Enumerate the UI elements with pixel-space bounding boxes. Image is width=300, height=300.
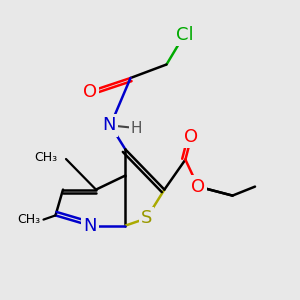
Text: CH₃: CH₃	[34, 151, 57, 164]
Text: CH₃: CH₃	[17, 213, 41, 226]
Text: O: O	[191, 178, 205, 196]
Text: N: N	[102, 116, 116, 134]
Text: O: O	[83, 82, 97, 100]
Text: N: N	[83, 217, 97, 235]
Text: Cl: Cl	[176, 26, 193, 44]
Text: O: O	[184, 128, 199, 146]
Text: H: H	[131, 121, 142, 136]
Text: S: S	[141, 209, 152, 227]
